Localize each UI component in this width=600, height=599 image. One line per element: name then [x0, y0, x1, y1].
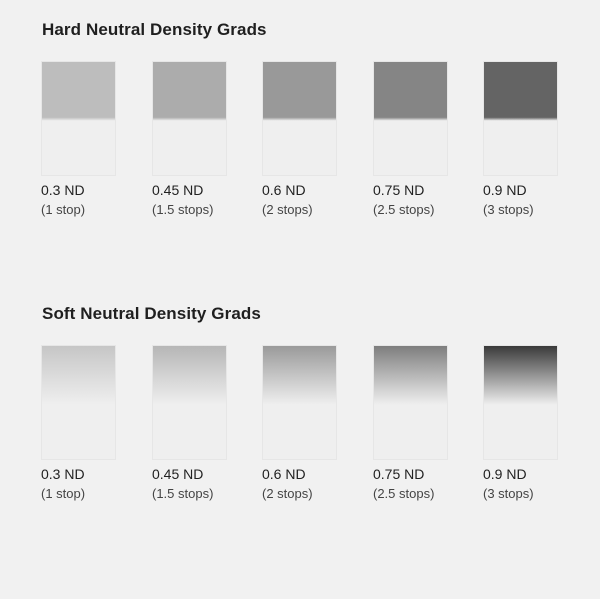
soft-filter-name: 0.3 ND — [41, 466, 85, 482]
soft-filter-swatch — [262, 345, 337, 460]
soft-filter-swatch — [373, 345, 448, 460]
soft-filter-0-6: 0.6 ND (2 stops) — [262, 345, 338, 503]
soft-filter-name: 0.75 ND — [373, 466, 425, 482]
hard-filter-0-3: 0.3 ND (1 stop) — [41, 61, 117, 219]
hard-filter-swatch — [373, 61, 448, 176]
soft-filter-0-3: 0.3 ND (1 stop) — [41, 345, 117, 503]
soft-filter-0-45: 0.45 ND (1.5 stops) — [152, 345, 228, 503]
soft-filter-stops: (2.5 stops) — [373, 486, 435, 501]
hard-filter-swatch — [483, 61, 558, 176]
soft-filter-name: 0.45 ND — [152, 466, 204, 482]
soft-filter-swatch — [41, 345, 116, 460]
hard-filter-name: 0.75 ND — [373, 182, 425, 198]
soft-filter-name: 0.9 ND — [483, 466, 527, 482]
soft-grads-title: Soft Neutral Density Grads — [42, 304, 261, 323]
soft-filter-swatch — [483, 345, 558, 460]
hard-filter-stops: (1 stop) — [41, 202, 86, 217]
hard-filter-stops: (2 stops) — [262, 202, 313, 217]
soft-filter-0-9: 0.9 ND (3 stops) — [483, 345, 559, 503]
hard-filter-name: 0.9 ND — [483, 182, 527, 198]
hard-filter-name: 0.45 ND — [152, 182, 204, 198]
hard-filter-swatch — [262, 61, 337, 176]
hard-filter-swatch — [41, 61, 116, 176]
soft-filter-stops: (2 stops) — [262, 486, 313, 501]
hard-filter-0-45: 0.45 ND (1.5 stops) — [152, 61, 228, 219]
hard-filter-name: 0.3 ND — [41, 182, 85, 198]
hard-grads-title: Hard Neutral Density Grads — [42, 20, 267, 39]
soft-filter-stops: (1 stop) — [41, 486, 86, 501]
soft-filter-stops: (1.5 stops) — [152, 486, 214, 501]
hard-filter-stops: (3 stops) — [483, 202, 534, 217]
soft-filter-name: 0.6 ND — [262, 466, 306, 482]
hard-filter-0-6: 0.6 ND (2 stops) — [262, 61, 338, 219]
hard-filter-stops: (2.5 stops) — [373, 202, 435, 217]
hard-filter-stops: (1.5 stops) — [152, 202, 214, 217]
hard-filter-0-75: 0.75 ND (2.5 stops) — [373, 61, 449, 219]
hard-filter-0-9: 0.9 ND (3 stops) — [483, 61, 559, 219]
hard-filter-name: 0.6 ND — [262, 182, 306, 198]
soft-filter-stops: (3 stops) — [483, 486, 534, 501]
soft-filter-swatch — [152, 345, 227, 460]
soft-filter-0-75: 0.75 ND (2.5 stops) — [373, 345, 449, 503]
hard-filter-swatch — [152, 61, 227, 176]
